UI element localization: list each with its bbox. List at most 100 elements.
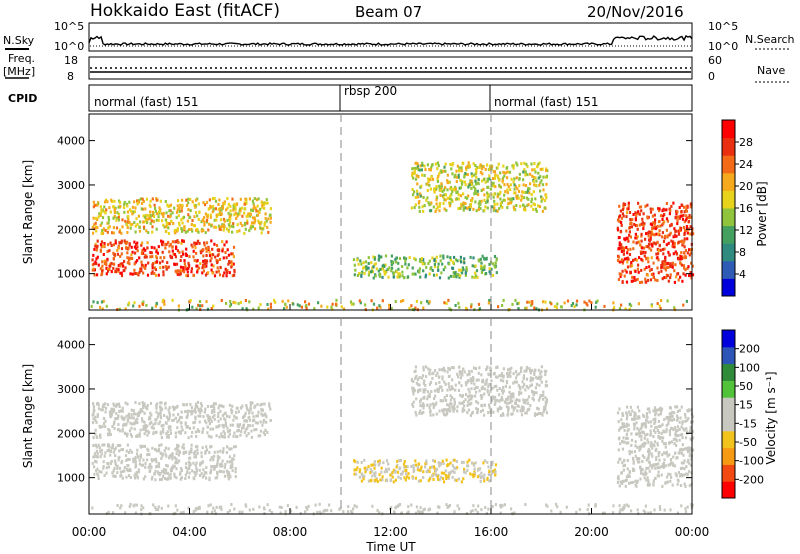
heatmap-cell <box>686 418 689 422</box>
heatmap-cell <box>624 307 627 311</box>
heatmap-cell <box>353 273 356 277</box>
heatmap-cell <box>620 471 623 475</box>
heatmap-cell <box>439 188 442 192</box>
heatmap-cell <box>150 420 153 424</box>
heatmap-cell <box>688 274 691 278</box>
heatmap-cell <box>206 213 210 217</box>
heatmap-cell <box>675 252 678 256</box>
heatmap-cell <box>106 449 109 453</box>
heatmap-cell <box>94 415 97 419</box>
heatmap-cell <box>226 460 229 464</box>
heatmap-cell <box>660 235 664 239</box>
heatmap-cell <box>687 216 690 219</box>
heatmap-cell <box>201 248 204 252</box>
heatmap-cell <box>231 457 234 461</box>
heatmap-cell <box>487 473 490 476</box>
heatmap-cell <box>174 504 177 508</box>
heatmap-cell <box>340 305 343 309</box>
heatmap-cell <box>116 466 119 470</box>
heatmap-cell <box>647 466 650 470</box>
heatmap-cell <box>125 449 128 453</box>
heatmap-cell <box>130 408 133 412</box>
heatmap-cell <box>190 267 193 271</box>
heatmap-cell <box>143 420 146 424</box>
heatmap-cell <box>144 424 147 427</box>
heatmap-cell <box>544 400 547 404</box>
velocity-y-label: Slant Range [km] <box>21 364 35 468</box>
heatmap-cell <box>513 183 516 187</box>
heatmap-cell <box>447 505 450 508</box>
heatmap-cell <box>235 434 238 438</box>
heatmap-cell <box>634 217 637 221</box>
heatmap-cell <box>185 198 188 202</box>
heatmap-cell <box>428 168 431 171</box>
heatmap-cell <box>660 465 663 469</box>
heatmap-cell <box>120 409 123 413</box>
heatmap-cell <box>231 409 234 413</box>
heatmap-cell <box>659 224 662 228</box>
heatmap-cell <box>96 239 99 243</box>
heatmap-cell <box>372 463 375 467</box>
heatmap-cell <box>205 200 209 204</box>
heatmap-cell <box>690 273 693 277</box>
heatmap-cell <box>228 403 232 407</box>
heatmap-cell <box>522 203 525 207</box>
heatmap-cell <box>155 403 158 407</box>
heatmap-cell <box>231 230 234 234</box>
heatmap-cell <box>585 302 588 305</box>
heatmap-cell <box>451 407 454 411</box>
heatmap-cell <box>263 402 266 406</box>
heatmap-cell <box>128 416 131 420</box>
heatmap-cell <box>688 461 691 465</box>
heatmap-cell <box>436 161 440 165</box>
heatmap-cell <box>96 452 99 456</box>
heatmap-cell <box>116 444 119 447</box>
heatmap-cell <box>126 464 129 468</box>
heatmap-cell <box>501 176 505 180</box>
heatmap-cell <box>396 463 399 467</box>
heatmap-cell <box>542 393 545 397</box>
heatmap-cell <box>407 472 410 476</box>
heatmap-cell <box>613 306 616 310</box>
heatmap-cell <box>155 198 158 202</box>
heatmap-cell <box>473 276 476 279</box>
heatmap-cell <box>145 229 148 233</box>
heatmap-cell <box>683 229 687 233</box>
heatmap-cell <box>473 387 476 391</box>
heatmap-cell <box>194 463 197 467</box>
heatmap-cell <box>264 428 267 432</box>
heatmap-cell <box>625 475 628 479</box>
heatmap-cell <box>113 426 116 430</box>
heatmap-cell <box>142 506 145 510</box>
heatmap-cell <box>464 398 467 402</box>
heatmap-cell <box>279 511 282 515</box>
heatmap-cell <box>415 374 418 378</box>
heatmap-cell <box>486 200 489 204</box>
heatmap-cell <box>188 471 191 475</box>
heatmap-cell <box>165 415 169 419</box>
heatmap-cell <box>398 459 401 463</box>
heatmap-cell <box>658 207 661 211</box>
heatmap-cell <box>123 210 126 214</box>
heatmap-cell <box>342 307 345 311</box>
heatmap-cell <box>236 223 239 227</box>
heatmap-cell <box>97 215 100 219</box>
heatmap-cell <box>219 449 222 453</box>
heatmap-cell <box>540 375 543 379</box>
cpid-mode-3: normal (fast) 151 <box>494 95 598 109</box>
heatmap-cell <box>161 259 164 263</box>
heatmap-cell <box>480 189 483 192</box>
heatmap-cell <box>481 387 484 391</box>
heatmap-cell <box>241 510 244 514</box>
heatmap-cell <box>677 278 680 282</box>
heatmap-cell <box>538 183 541 187</box>
heatmap-cell <box>416 189 419 193</box>
heatmap-cell <box>185 267 188 271</box>
heatmap-cell <box>657 462 660 466</box>
heatmap-cell <box>129 432 132 436</box>
heatmap-cell <box>675 212 678 216</box>
heatmap-cell <box>412 193 415 197</box>
heatmap-cell <box>92 402 95 406</box>
heatmap-cell <box>436 265 440 269</box>
heatmap-cell <box>652 272 655 276</box>
